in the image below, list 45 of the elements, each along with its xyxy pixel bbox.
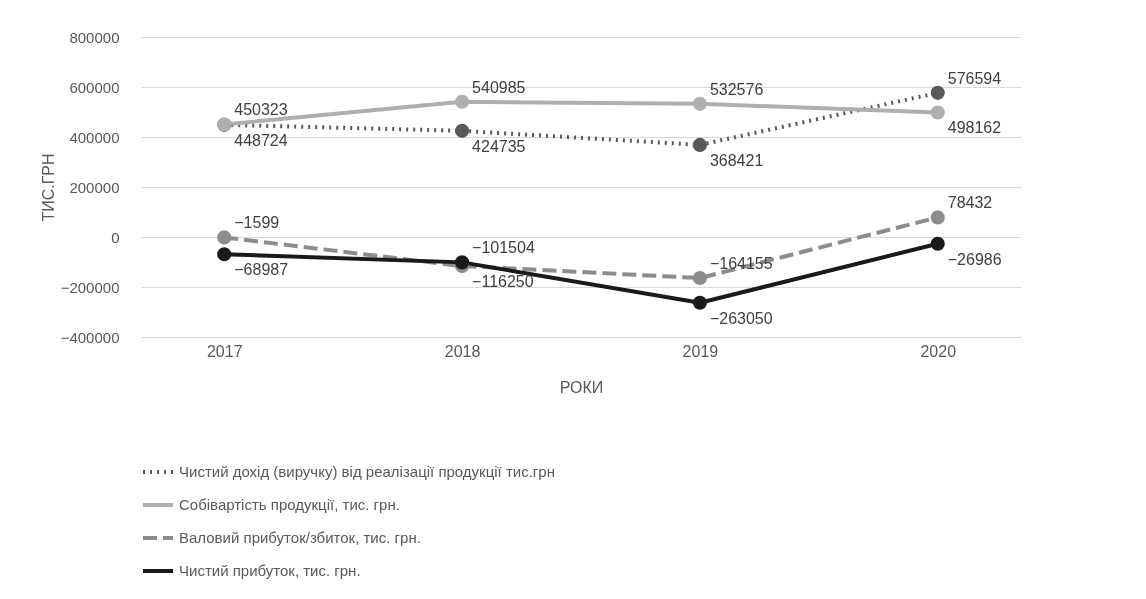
- data-label: 368421: [709, 151, 764, 169]
- x-tick-label: 2020: [920, 342, 957, 360]
- point: [455, 255, 470, 270]
- point: [930, 85, 945, 100]
- x-tick-label: 2019: [682, 342, 719, 360]
- point: [692, 137, 707, 152]
- point: [217, 230, 232, 245]
- point: [217, 247, 232, 262]
- legend-label: Собівартість продукції, тис. грн.: [179, 496, 400, 513]
- point: [455, 94, 470, 109]
- x-tick-label: 2018: [444, 342, 481, 360]
- x-axis-title: РОКИ: [559, 378, 604, 396]
- legend-label: Валовий прибуток/збиток, тис. грн.: [179, 529, 421, 546]
- point: [930, 210, 945, 225]
- point: [930, 236, 945, 251]
- y-tick-label: 600000: [69, 78, 120, 96]
- point: [692, 96, 707, 111]
- x-tick-label: 2017: [206, 342, 243, 360]
- data-label: −68987: [234, 261, 289, 279]
- data-label: 450323: [234, 101, 288, 119]
- data-label: 424735: [472, 137, 526, 155]
- point: [692, 295, 707, 310]
- data-label: 448724: [234, 131, 288, 149]
- data-label: 78432: [947, 194, 993, 212]
- data-label: −26986: [947, 250, 1002, 268]
- data-label: −1599: [234, 214, 280, 232]
- y-tick-label: −400000: [60, 328, 120, 346]
- point: [455, 123, 470, 138]
- data-label: −101504: [472, 239, 535, 257]
- point: [692, 270, 707, 286]
- y-tick-label: −200000: [60, 278, 120, 296]
- legend-label: Чистий дохід (виручку) від реалізації продукції тис.грн: [179, 463, 555, 480]
- y-tick-label: 400000: [69, 128, 120, 146]
- y-axis-title: ТИС.ГРН: [39, 153, 57, 222]
- point: [930, 105, 945, 120]
- data-label: 498162: [947, 119, 1002, 137]
- data-label: 540985: [472, 78, 526, 96]
- data-label: −116250: [472, 273, 534, 291]
- legend-label: Чистий прибуток, тис. грн.: [179, 562, 361, 579]
- y-tick-label: 200000: [69, 178, 120, 196]
- data-label: −263050: [709, 309, 773, 327]
- y-tick-label: 0: [111, 228, 120, 246]
- data-label: 532576: [709, 80, 764, 98]
- data-label: 576594: [947, 69, 1002, 87]
- y-tick-label: 800000: [69, 28, 120, 46]
